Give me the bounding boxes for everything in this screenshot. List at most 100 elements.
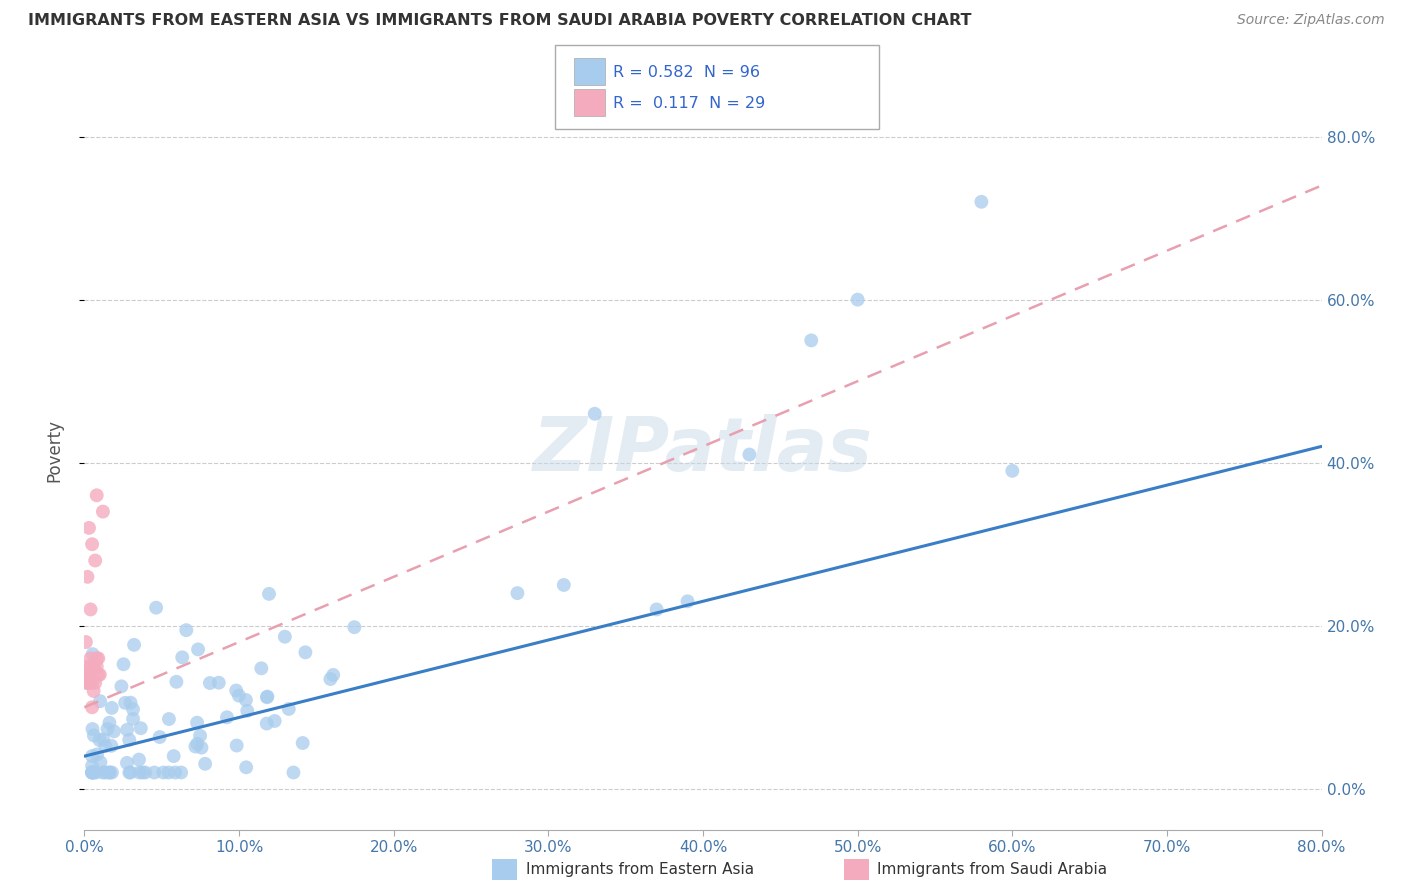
Point [122,712,145,726]
Point [198,676,221,690]
Point [79,602,101,616]
Point [236,704,259,718]
Point [129,721,152,735]
Point [76,570,98,584]
Point [83,684,105,698]
Text: R =  0.117  N = 29: R = 0.117 N = 29 [613,96,765,111]
Point [82,647,104,661]
Point [235,693,257,707]
Point [190,740,212,755]
Point [76,659,98,673]
Point [100,701,122,715]
Point [128,753,150,767]
Point [75,635,97,649]
Point [89,667,111,681]
Point [645,602,668,616]
Point [215,710,238,724]
Point [188,729,211,743]
Point [235,760,257,774]
Point [134,765,156,780]
Point [87,667,110,681]
Point [98,765,121,780]
Point [122,638,145,652]
Point [143,765,166,780]
Point [800,334,823,348]
Point [84,675,107,690]
Point [250,661,273,675]
Point [114,696,136,710]
Point [157,712,180,726]
Point [103,724,125,739]
Point [100,739,122,753]
Point [83,659,105,673]
Point [82,759,104,773]
Point [274,630,297,644]
Point [256,716,278,731]
Point [84,553,107,567]
Point [94,739,117,753]
Point [165,674,187,689]
Point [110,679,132,693]
Point [115,756,138,770]
Point [152,765,174,780]
Point [208,675,231,690]
Point [83,659,105,673]
Point [228,689,250,703]
Point [256,690,278,705]
Point [225,683,247,698]
Point [165,765,187,780]
Point [343,620,366,634]
Point [89,694,111,708]
Point [82,749,104,764]
Point [75,675,97,690]
Point [82,722,104,736]
Point [149,730,172,744]
Point [77,667,100,681]
Point [98,715,121,730]
Point [187,642,209,657]
Point [553,578,575,592]
Point [118,765,141,780]
Point [176,623,198,637]
Point [506,586,529,600]
Text: Immigrants from Saudi Arabia: Immigrants from Saudi Arabia [877,863,1108,877]
Point [86,651,108,665]
Point [82,765,104,780]
Text: Immigrants from Eastern Asia: Immigrants from Eastern Asia [526,863,754,877]
Point [277,702,299,716]
Point [79,651,101,665]
Point [101,765,124,780]
Text: ZIPatlas: ZIPatlas [533,414,873,487]
Point [82,765,104,780]
Point [83,728,105,742]
Point [86,488,108,502]
Point [970,194,993,209]
Point [91,732,114,747]
Point [98,765,121,780]
Point [319,672,342,686]
Point [131,765,153,780]
Point [82,537,104,551]
Point [115,723,138,737]
Text: R = 0.582  N = 96: R = 0.582 N = 96 [613,65,761,79]
Text: Source: ZipAtlas.com: Source: ZipAtlas.com [1237,13,1385,28]
Point [172,650,194,665]
Y-axis label: Poverty: Poverty [45,419,63,482]
Point [89,733,111,747]
Point [118,732,141,747]
Point [86,747,108,762]
Point [83,765,105,780]
Point [82,700,104,714]
Point [120,765,142,780]
Point [194,756,217,771]
Point [94,765,117,780]
Point [112,657,135,672]
Point [263,714,285,728]
Point [84,765,107,780]
Point [283,765,305,780]
Point [186,737,208,751]
Point [157,765,180,780]
Point [128,765,150,780]
Point [77,675,100,690]
Point [79,659,101,673]
